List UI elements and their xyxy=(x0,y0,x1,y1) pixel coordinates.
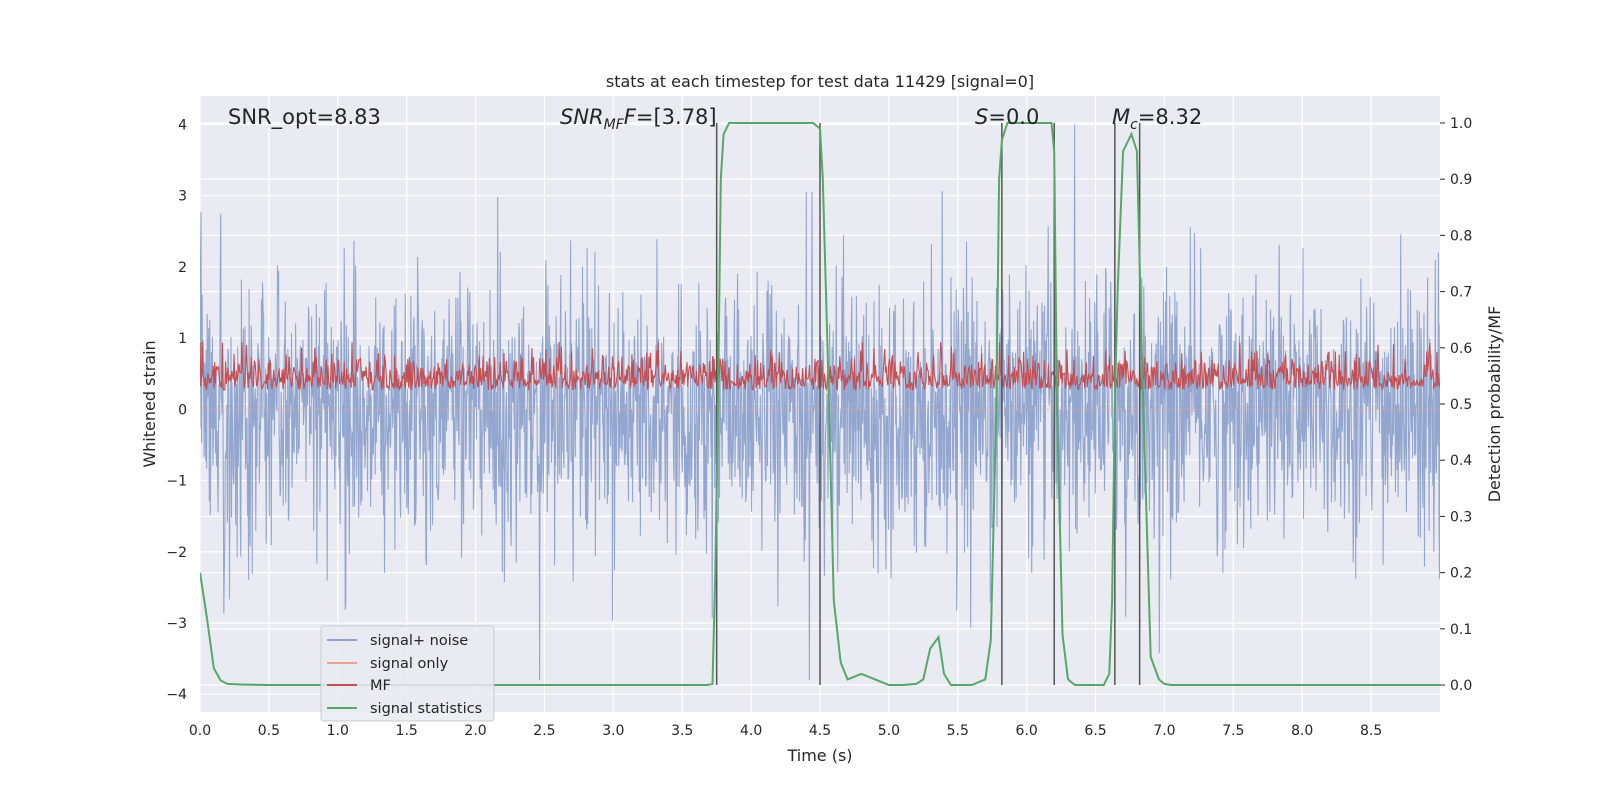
x-tick-label: 1.5 xyxy=(396,723,418,739)
annotation-mc-symbol: M xyxy=(1112,105,1130,129)
y-tick-label: 1 xyxy=(178,331,187,347)
chart-title: stats at each timestep for test data 114… xyxy=(606,72,1034,91)
y2-tick-label: 0.4 xyxy=(1450,453,1472,469)
x-tick-label: 1.0 xyxy=(327,723,349,739)
annotation-snr-opt: SNR_opt=8.83 xyxy=(228,105,381,130)
y2-tick-label: 0.0 xyxy=(1450,678,1472,694)
x-tick-label: 8.0 xyxy=(1291,723,1313,739)
y2-tick-label: 0.1 xyxy=(1450,622,1472,638)
legend: signal+ noise signal only MF signal stat… xyxy=(320,625,495,722)
legend-label-signal-only: signal only xyxy=(370,656,449,672)
annotation-snr-mf-subscript: MF xyxy=(604,117,625,133)
annotation-snr-mf-symbol: SNR xyxy=(560,105,604,129)
legend-box xyxy=(320,625,495,722)
y-tick-label: −2 xyxy=(166,545,187,561)
y2-tick-label: 0.5 xyxy=(1450,397,1472,413)
y-tick-label: −4 xyxy=(166,687,187,703)
y-axis-label: Whitened strain xyxy=(140,340,159,467)
y-tick-label: −3 xyxy=(166,616,187,632)
x-tick-label: 5.0 xyxy=(878,723,900,739)
x-tick-label: 4.0 xyxy=(740,723,762,739)
annotation-snr-mf-value: =[3.78] xyxy=(636,105,717,129)
x-tick-label: 0.5 xyxy=(258,723,280,739)
y2-tick-label: 1.0 xyxy=(1450,116,1472,132)
y-tick-label: −1 xyxy=(166,474,187,490)
y-tick-label: 0 xyxy=(178,402,187,418)
x-tick-label: 6.5 xyxy=(1084,723,1106,739)
x-tick-label: 6.0 xyxy=(1016,723,1038,739)
legend-label-mf: MF xyxy=(370,678,391,694)
series-signal-statistics xyxy=(200,122,1440,686)
annotation-s-value: =0.0 xyxy=(988,105,1039,129)
y2-tick-label: 0.9 xyxy=(1450,172,1472,188)
annotation-s: S=0.0 xyxy=(975,105,1039,129)
y2-tick-label: 0.7 xyxy=(1450,285,1472,301)
x-axis-label: Time (s) xyxy=(786,746,852,765)
legend-label-signal-noise: signal+ noise xyxy=(370,633,468,649)
y-tick-label: 3 xyxy=(178,189,187,205)
annotations: SNR_opt=8.83 SNRMFF=[3.78] S=0.0 Mc=8.32 xyxy=(228,105,1202,133)
y-tick-label: 2 xyxy=(178,260,187,276)
y2-tick-label: 0.3 xyxy=(1450,509,1472,525)
annotation-mc-subscript: c xyxy=(1130,117,1138,133)
x-tick-label: 2.0 xyxy=(464,723,486,739)
y-tick-label: 4 xyxy=(178,117,187,133)
x-tick-label: 8.5 xyxy=(1360,723,1382,739)
y2-tick-label: 0.8 xyxy=(1450,228,1472,244)
x-tick-label: 2.5 xyxy=(533,723,555,739)
x-tick-label: 7.0 xyxy=(1153,723,1175,739)
y2-axis-label: Detection probability/MF xyxy=(1485,306,1504,503)
x-tick-label: 4.5 xyxy=(809,723,831,739)
y2-tick-label: 0.2 xyxy=(1450,566,1472,582)
annotation-mc-value: =8.32 xyxy=(1138,105,1202,129)
legend-label-signal-statistics: signal statistics xyxy=(370,701,482,717)
y2-tick-label: 0.6 xyxy=(1450,341,1472,357)
annotation-mc: Mc=8.32 xyxy=(1112,105,1202,133)
x-tick-label: 3.5 xyxy=(671,723,693,739)
x-tick-label: 5.5 xyxy=(947,723,969,739)
x-tick-label: 3.0 xyxy=(602,723,624,739)
series-layer xyxy=(200,122,1440,686)
annotation-s-symbol: S xyxy=(975,105,988,129)
x-tick-label: 7.5 xyxy=(1222,723,1244,739)
annotation-snr-mf: SNRMFF=[3.78] xyxy=(560,105,717,133)
x-tick-label: 0.0 xyxy=(189,723,211,739)
axis-ticks: 0.0 0.5 1.0 1.5 2.0 2.5 3.0 3.5 4.0 4.5 5.0 5.5 6.0 6… xyxy=(166,116,1472,739)
